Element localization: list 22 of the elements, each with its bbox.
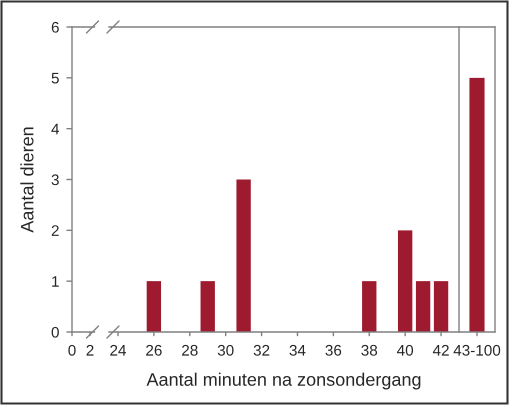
y-tick-label: 2 bbox=[52, 225, 59, 236]
x-tick-label: 26 bbox=[146, 344, 162, 356]
y-tick-label: 1 bbox=[52, 276, 59, 287]
x-tick-label: 43-100 bbox=[454, 344, 500, 356]
x-tick-label: 24 bbox=[110, 344, 126, 356]
y-tick-label: 0 bbox=[52, 326, 59, 338]
x-tick-label: 30 bbox=[218, 344, 234, 356]
y-tick-label: 3 bbox=[52, 174, 59, 186]
y-tick-label: 5 bbox=[52, 72, 59, 84]
x-tick-label: 28 bbox=[182, 344, 198, 356]
x-tick-label: 40 bbox=[397, 344, 414, 356]
y-tick-label: 4 bbox=[51, 124, 60, 134]
y-tick-label: 6 bbox=[52, 22, 59, 33]
x-tick-label: 0 bbox=[68, 344, 76, 356]
x-axis-title: Aantal minuten na zonsondergang bbox=[146, 372, 420, 390]
x-tick-label: 36 bbox=[325, 344, 342, 356]
x-tick-label: 42 bbox=[432, 344, 449, 356]
x-tick-label: 34 bbox=[290, 344, 306, 356]
x-tick-label: 32 bbox=[254, 344, 270, 356]
y-axis-title: Aantal dieren bbox=[20, 127, 34, 233]
x-tick-label: 38 bbox=[361, 344, 378, 356]
x-tick-label: 2 bbox=[86, 344, 94, 356]
